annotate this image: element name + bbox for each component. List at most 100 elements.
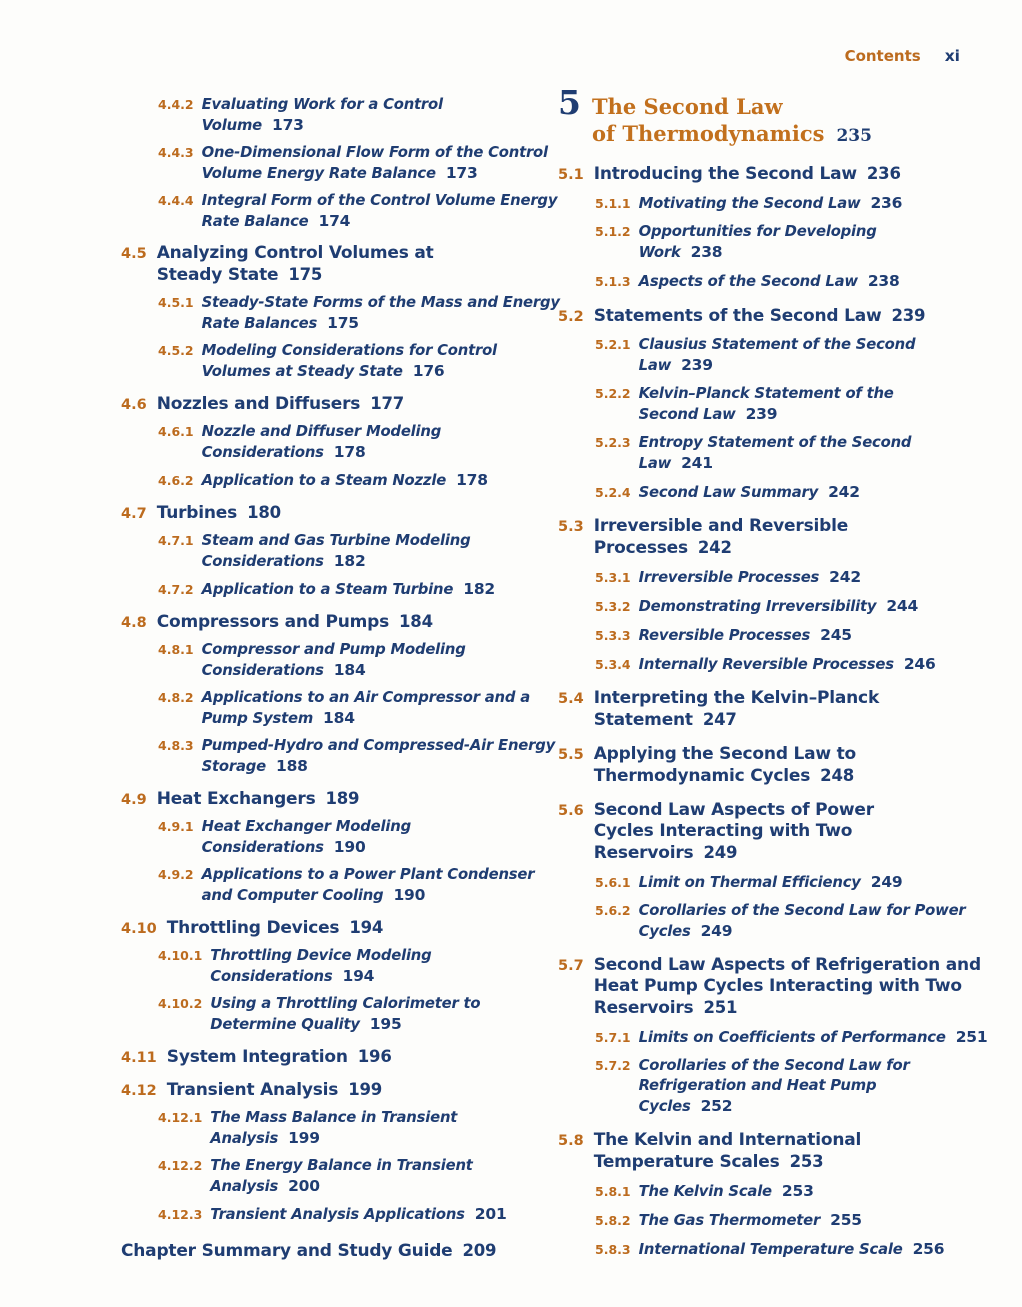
entry-line: Throttling Devices 194 <box>167 917 384 939</box>
entry-page-number: 242 <box>697 538 732 557</box>
entry-title: System Integration 196 <box>167 1046 392 1068</box>
section-number: 5.3.4 <box>595 657 631 672</box>
section-number: 5.1.2 <box>595 224 631 239</box>
section-number: 4.9.2 <box>158 867 194 882</box>
entry-line: Considerations 190 <box>202 837 411 858</box>
entry-line-text: International Temperature Scale <box>638 1241 903 1258</box>
entry-page-number: 173 <box>445 164 478 182</box>
entry-title: The Second Law of Thermodynamics 235 <box>592 93 872 150</box>
entry-title: Second Law Summary 242 <box>639 482 860 503</box>
entry-line-text: Demonstrating Irreversibility <box>638 598 877 615</box>
entry-line: Motivating the Second Law 236 <box>639 193 903 214</box>
entry-line-text: Analyzing Control Volumes at <box>156 243 434 263</box>
entry-title: Reversible Processes 245 <box>639 625 852 646</box>
entry-line: Analysis 200 <box>210 1176 472 1197</box>
entry-line: Determine Quality 195 <box>210 1014 480 1035</box>
section-number: 4.8.1 <box>158 642 194 657</box>
section-number: 4.7.1 <box>158 533 194 548</box>
entry-line-text: Entropy Statement of the Second <box>638 434 912 451</box>
entry-line: Considerations 182 <box>202 551 471 572</box>
entry-title: One-Dimensional Flow Form of the Control… <box>202 143 548 184</box>
entry-line: Cycles Interacting with Two <box>594 821 874 842</box>
entry-title: Nozzle and Diffuser Modeling Consideratio… <box>202 422 442 463</box>
entry-title: Transient Analysis 199 <box>167 1079 382 1101</box>
entry-title: Analyzing Control Volumes at Steady State… <box>157 243 434 286</box>
entry-line-text: Cycles <box>638 1098 691 1115</box>
entry-line-text: Limits on Coefficients of Performance <box>638 1029 946 1046</box>
entry-page-number: 182 <box>463 580 495 598</box>
entry-line: The Gas Thermometer 255 <box>639 1210 862 1231</box>
toc-entry-4-6-2: 4.6.2 Application to a Steam Nozzle 178 <box>158 470 558 491</box>
entry-line-text: Thermodynamic Cycles <box>593 766 811 786</box>
toc-entry-4-5-2: 4.5.2 Modeling Considerations for Control… <box>158 341 558 382</box>
entry-line: Storage 188 <box>202 756 555 777</box>
entry-line-text: Rate Balance <box>201 213 309 230</box>
toc-entry-5-2-3: 5.2.3 Entropy Statement of the Second Law 2… <box>595 433 982 474</box>
entry-line: Compressor and Pump Modeling <box>202 640 466 660</box>
entry-line: Applications to a Power Plant Condenser <box>202 865 535 885</box>
section-number: 5.8 <box>558 1133 584 1149</box>
entry-page-number: 239 <box>745 405 778 423</box>
section-number: 4.8.3 <box>158 738 194 753</box>
entry-line: The Mass Balance in Transient <box>210 1108 457 1128</box>
entry-title: Heat Exchanger Modeling Considerations 190 <box>202 817 412 858</box>
entry-line: Cycles 252 <box>639 1096 910 1117</box>
entry-line-text: Transient Analysis <box>166 1080 339 1100</box>
section-number: 5.2.4 <box>595 485 631 500</box>
toc-columns: 4.4.2 Evaluating Work for a Control Volume… <box>121 86 988 1262</box>
entry-line-text: Steady-State Forms of the Mass and Energ… <box>201 294 560 311</box>
section-number: 4.5 <box>121 246 147 262</box>
toc-entry-5-7-1: 5.7.1 Limits on Coefficients of Performan… <box>595 1027 988 1048</box>
toc-entry-5-7: 5.7 Second Law Aspects of Refrigeration a… <box>558 955 982 1019</box>
entry-line: Transient Analysis 199 <box>167 1079 382 1101</box>
entry-line-text: Pump System <box>201 710 314 727</box>
entry-line-text: Reservoirs <box>593 998 694 1018</box>
section-number: 4.4.4 <box>158 193 194 208</box>
entry-line-text: Second Law Aspects of Refrigeration and <box>593 955 981 975</box>
entry-line: Irreversible Processes 242 <box>639 567 862 588</box>
toc-entry-4-5: 4.5 Analyzing Control Volumes at Steady St… <box>121 243 558 286</box>
entry-line: Analysis 199 <box>210 1128 457 1149</box>
toc-entry-4-4-4: 4.4.4 Integral Form of the Control Volume… <box>158 191 558 232</box>
entry-title: Compressor and Pump Modeling Consideratio… <box>202 640 466 681</box>
toc-entry-5-1-3: 5.1.3 Aspects of the Second Law 238 <box>595 271 982 292</box>
entry-page-number: 247 <box>702 710 737 729</box>
entry-page-number: 173 <box>272 116 304 134</box>
toc-entry-4-10-2: 4.10.2 Using a Throttling Calorimeter to D… <box>158 994 558 1035</box>
entry-line-text: Statements of the Second Law <box>593 306 882 326</box>
entry-line-text: Clausius Statement of the Second <box>638 336 916 353</box>
entry-title: Steam and Gas Turbine Modeling Considerat… <box>202 531 471 572</box>
entry-line: Reservoirs 251 <box>594 997 981 1019</box>
toc-entry-4-9: 4.9 Heat Exchangers 189 <box>121 788 558 810</box>
toc-entry-4-6-1: 4.6.1 Nozzle and Diffuser Modeling Conside… <box>158 422 558 463</box>
toc-entry-4-8-2: 4.8.2 Applications to an Air Compressor a… <box>158 688 558 729</box>
section-number: 4.6 <box>121 397 147 413</box>
toc-entry-4-8-3: 4.8.3 Pumped-Hydro and Compressed-Air Ene… <box>158 736 558 777</box>
entry-title: Entropy Statement of the Second Law 241 <box>639 433 912 474</box>
entry-page-number: 175 <box>327 314 359 332</box>
entry-line: Heat Exchangers 189 <box>157 788 360 810</box>
entry-page-number: 251 <box>955 1028 988 1046</box>
entry-line: Turbines 180 <box>157 502 281 524</box>
entry-line: Throttling Device Modeling <box>210 946 431 966</box>
entry-title: Heat Exchangers 189 <box>157 788 360 810</box>
entry-line: System Integration 196 <box>167 1046 392 1068</box>
entry-line: Corollaries of the Second Law for Power <box>639 901 966 921</box>
entry-line-text: Considerations <box>201 444 324 461</box>
entry-line: Evaluating Work for a Control <box>202 95 443 115</box>
toc-entry-chapter-summary: Chapter Summary and Study Guide 209 <box>121 1240 558 1262</box>
entry-page-number: 201 <box>474 1205 507 1223</box>
section-number: 4.7.2 <box>158 582 194 597</box>
toc-column-left: 4.4.2 Evaluating Work for a Control Volume… <box>121 88 560 1262</box>
section-number: 4.5.1 <box>158 295 194 310</box>
entry-line: Rate Balance 174 <box>202 211 558 232</box>
entry-line: Volume 173 <box>202 115 443 136</box>
entry-title: Limit on Thermal Efficiency 249 <box>639 872 903 893</box>
entry-line: Opportunities for Developing <box>639 222 877 242</box>
toc-entry-4-6: 4.6 Nozzles and Diffusers 177 <box>121 393 558 415</box>
entry-line-text: Modeling Considerations for Control <box>201 342 498 359</box>
entry-line-text: Compressor and Pump Modeling <box>201 641 466 658</box>
entry-line-text: Volume Energy Rate Balance <box>201 165 436 182</box>
entry-page-number: 255 <box>830 1211 862 1229</box>
section-number: 4.9 <box>121 792 147 808</box>
